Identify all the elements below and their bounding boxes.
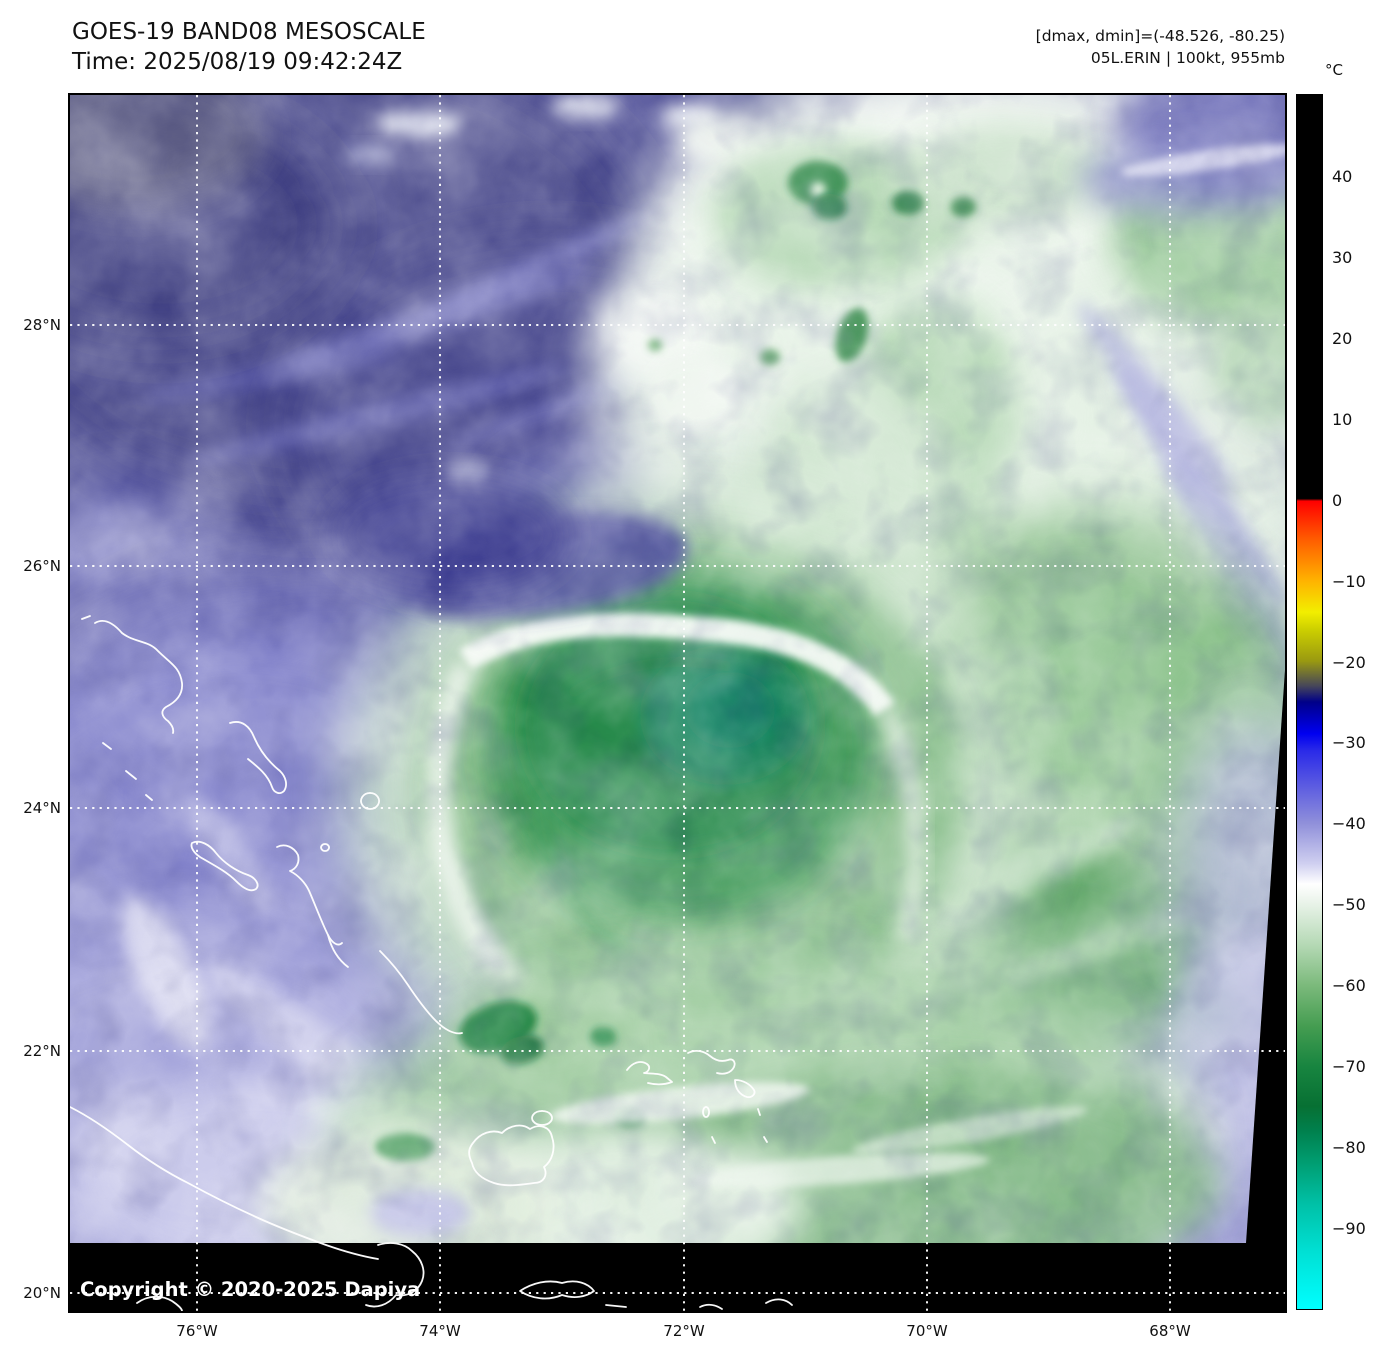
colorbar-tick: −10 <box>1332 572 1366 591</box>
colorbar-tick: −30 <box>1332 733 1366 752</box>
colorbar-unit-label: °C <box>1325 61 1343 79</box>
lat-label-20n: 20°N <box>23 1284 61 1302</box>
colorbar-tick: −20 <box>1332 653 1366 672</box>
lon-label-72w: 72°W <box>663 1322 705 1340</box>
lon-label-74w: 74°W <box>419 1322 461 1340</box>
lat-lon-gridlines <box>70 95 1285 1311</box>
product-title: GOES-19 BAND08 MESOSCALE <box>72 19 426 45</box>
lon-label-68w: 68°W <box>1149 1322 1191 1340</box>
water-vapor-image <box>70 95 1285 1311</box>
colorbar-tick: 40 <box>1332 167 1353 186</box>
colorbar-tick: 0 <box>1332 491 1343 510</box>
colorbar-tick: −60 <box>1332 976 1366 995</box>
coastlines <box>70 615 793 1311</box>
colorbar-tick: −50 <box>1332 895 1366 914</box>
no-data-region <box>70 670 1285 1311</box>
dmax-dmin-annotation: [dmax, dmin]=(-48.526, -80.25) <box>1035 27 1285 45</box>
temperature-colorbar <box>1296 94 1323 1310</box>
colorbar-tick: −70 <box>1332 1057 1366 1076</box>
colorbar-tick: −80 <box>1332 1138 1366 1157</box>
satellite-map <box>68 93 1287 1313</box>
lat-label-24n: 24°N <box>23 799 61 817</box>
timestamp-label: Time: 2025/08/19 09:42:24Z <box>72 49 403 75</box>
colorbar-tick: −40 <box>1332 814 1366 833</box>
colorbar-tick: 20 <box>1332 329 1353 348</box>
storm-info-annotation: 05L.ERIN | 100kt, 955mb <box>1090 49 1285 67</box>
lat-label-22n: 22°N <box>23 1042 61 1060</box>
colorbar-tick: 10 <box>1332 410 1353 429</box>
cloud-texture-shadow <box>70 95 1285 1311</box>
lat-label-28n: 28°N <box>23 316 61 334</box>
copyright-label: Copyright © 2020-2025 Dapiya <box>80 1278 421 1301</box>
lon-label-70w: 70°W <box>906 1322 948 1340</box>
colorbar-tick: −90 <box>1332 1219 1366 1238</box>
lat-label-26n: 26°N <box>23 557 61 575</box>
lon-label-76w: 76°W <box>176 1322 218 1340</box>
colorbar-tick: 30 <box>1332 248 1353 267</box>
